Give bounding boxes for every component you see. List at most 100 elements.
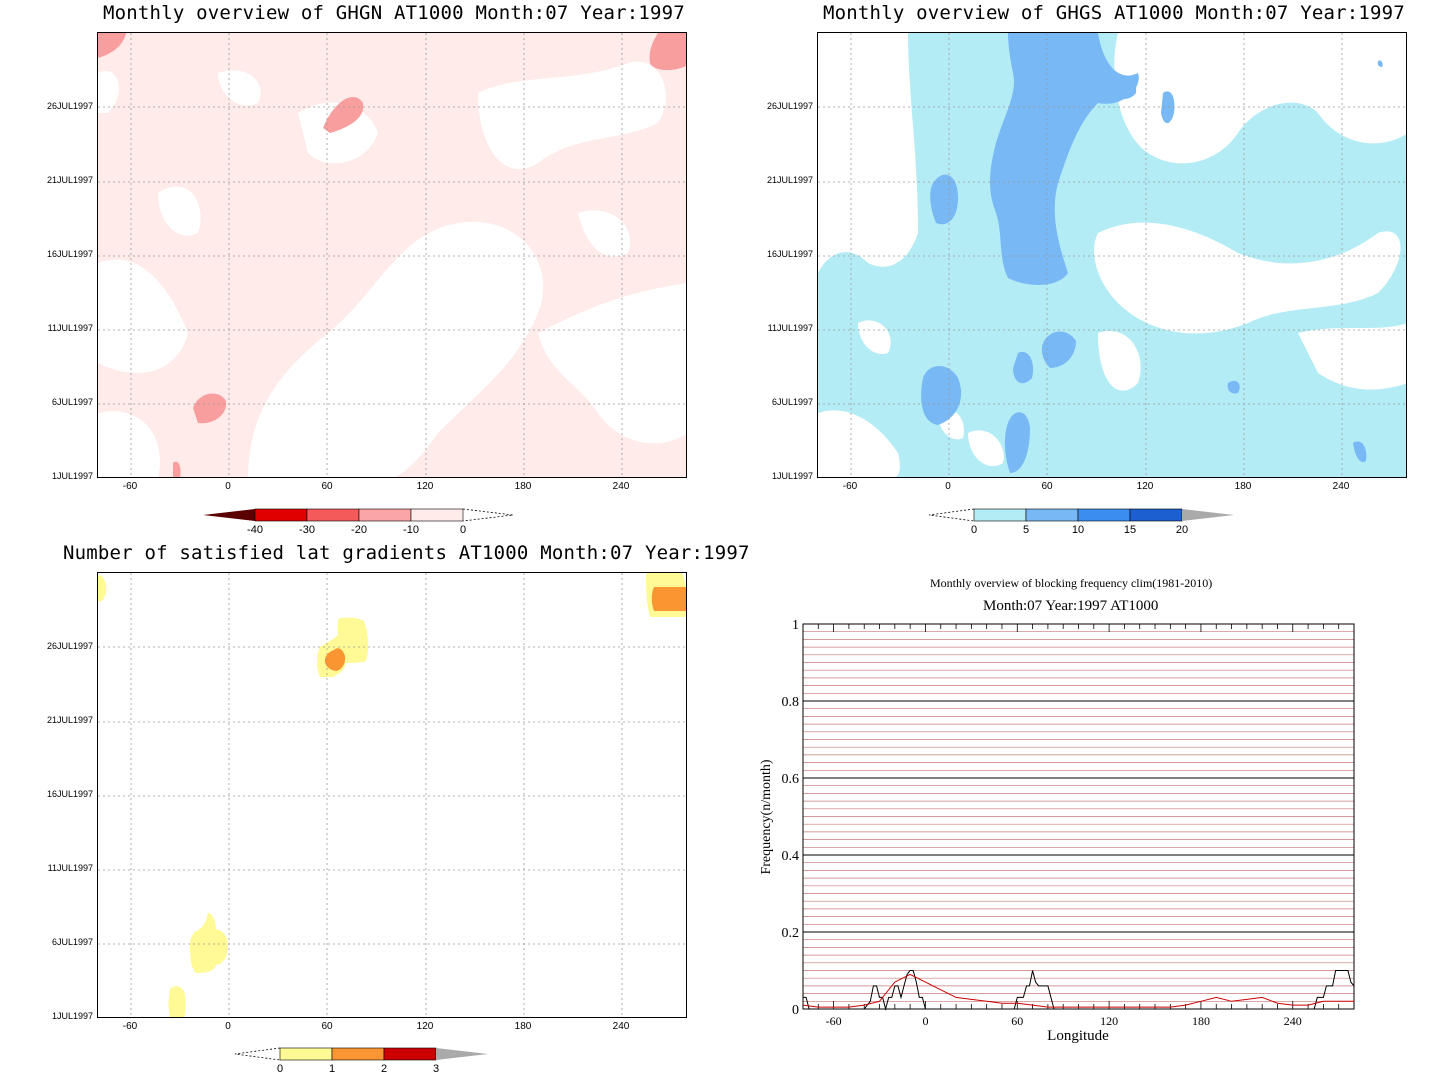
gradients-colorbar: 0 1 2 3: [230, 1045, 500, 1077]
gradients-ytick: 1JUL1997: [51, 1011, 93, 1021]
ghgs-ytick: 16JUL1997: [766, 249, 813, 259]
frequency-xtick: 240: [1284, 1014, 1302, 1028]
gradients-colorbar-label: 3: [433, 1063, 439, 1075]
frequency-xtick: 0: [922, 1014, 928, 1028]
ghgs-xtick: 120: [1136, 481, 1154, 492]
gradients-plot: [97, 572, 687, 1018]
gradients-colorbar-label: 2: [381, 1063, 387, 1075]
frequency-xtick: 180: [1192, 1014, 1210, 1028]
ghgs-ytick: 21JUL1997: [766, 175, 813, 185]
ghgn-plot: [97, 32, 687, 478]
gradients-title: Number of satisfied lat gradients AT1000…: [63, 542, 750, 564]
ghgn-ytick: 6JUL1997: [51, 397, 93, 407]
ghgn-colorbar-label: -20: [351, 524, 367, 536]
gradients-field: [98, 573, 686, 1017]
ghgn-colorbar-swatch: [254, 508, 308, 522]
ghgs-colorbar-label: 5: [1023, 524, 1029, 536]
ghgs-xtick: 0: [945, 481, 951, 492]
frequency-title: Monthly overview of blocking frequency c…: [930, 576, 1213, 590]
frequency-ytick: 1: [792, 618, 799, 633]
ghgn-colorbar-arrow-right: [462, 508, 514, 522]
gradients-xtick: -60: [122, 1021, 138, 1032]
ghgn-field: [98, 33, 686, 477]
gradients-colorbar-label: 1: [329, 1063, 335, 1075]
ghgn-ytick: 26JUL1997: [46, 101, 93, 111]
gradients-ytick: 21JUL1997: [46, 715, 93, 725]
frequency-xtick: -60: [826, 1014, 842, 1028]
frequency-series-red: [802, 973, 1354, 1008]
frequency-ytick: 0.4: [782, 849, 800, 864]
ghgs-colorbar-swatch: [973, 508, 1027, 522]
ghgn-colorbar-swatch: [358, 508, 412, 522]
gradients-colorbar-arrow-right: [436, 1048, 488, 1060]
ghgn-colorbar-swatch: [306, 508, 360, 522]
gradients-ytick: 26JUL1997: [46, 641, 93, 651]
frequency-ytick: 0: [792, 1003, 799, 1018]
ghgn-ytick: 11JUL1997: [47, 323, 93, 333]
ghgn-xtick: 120: [416, 481, 434, 492]
ghgn-xtick: 60: [321, 481, 333, 492]
gradients-xtick: 60: [321, 1021, 333, 1032]
ghgn-colorbar-label: -30: [299, 524, 315, 536]
frequency-ytick: 0.2: [782, 926, 800, 941]
ghgs-colorbar-swatch: [1025, 508, 1079, 522]
gradients-xtick: 120: [416, 1021, 434, 1032]
ghgn-ytick: 21JUL1997: [46, 175, 93, 185]
gradients-xtick: 180: [514, 1021, 532, 1032]
ghgn-colorbar-label: -10: [403, 524, 419, 536]
ghgn-colorbar-label: -40: [247, 524, 263, 536]
frequency-grid: [803, 631, 1354, 1002]
gradients-colorbar-arrow-left: [234, 1047, 281, 1061]
ghgs-field: [818, 33, 1406, 477]
ghgs-colorbar: 0 5 10 15 20: [924, 506, 1244, 538]
frequency-xtick: 60: [1011, 1014, 1023, 1028]
frequency-ylabel: Frequency(n/month): [759, 759, 774, 874]
frequency-ytick: 0.6: [782, 772, 800, 787]
ghgn-colorbar-arrow-left: [203, 509, 255, 521]
frequency-xlabel: Longitude: [1047, 1028, 1109, 1044]
ghgs-xtick: 240: [1332, 481, 1350, 492]
gradients-colorbar-swatch: [279, 1047, 333, 1061]
frequency-xtick: 120: [1100, 1014, 1118, 1028]
ghgs-colorbar-swatch: [1077, 508, 1131, 522]
ghgs-grid: [818, 33, 1406, 477]
ghgn-colorbar: -40 -30 -20 -10 0: [200, 506, 520, 538]
gradients-colorbar-swatch: [331, 1047, 385, 1061]
ghgs-colorbar-arrow-right: [1182, 509, 1234, 521]
ghgs-colorbar-label: 20: [1176, 524, 1188, 536]
ghgs-colorbar-label: 15: [1124, 524, 1136, 536]
ghgs-colorbar-label: 0: [971, 524, 977, 536]
gradients-colorbar-label: 0: [277, 1063, 283, 1075]
ghgs-ytick: 6JUL1997: [771, 397, 813, 407]
frequency-chart: 00.20.40.60.81-60 0 60 120 180 240 Longitude …: [759, 618, 1355, 1044]
frequency-ticks: [802, 624, 1355, 1009]
ghgs-ytick: 11JUL1997: [767, 323, 813, 333]
ghgn-ytick: 1JUL1997: [51, 471, 93, 481]
ghgs-colorbar-arrow-left: [928, 508, 975, 522]
ghgs-xtick: 180: [1234, 481, 1252, 492]
gradients-ytick: 6JUL1997: [51, 937, 93, 947]
gradients-xtick: 0: [225, 1021, 231, 1032]
ghgn-xtick: 180: [514, 481, 532, 492]
ghgn-grid: [98, 33, 686, 477]
ghgn-title: Monthly overview of GHGN AT1000 Month:07…: [103, 2, 685, 24]
gradients-colorbar-swatch: [383, 1047, 437, 1061]
ghgs-plot: [817, 32, 1407, 478]
ghgs-colorbar-swatch: [1129, 508, 1183, 522]
gradients-xtick: 240: [612, 1021, 630, 1032]
gradients-grid: [98, 573, 686, 1017]
frequency-subtitle: Month:07 Year:1997 AT1000: [983, 598, 1159, 614]
ghgs-xtick: -60: [842, 481, 858, 492]
ghgs-ytick: 1JUL1997: [771, 471, 813, 481]
ghgs-ytick: 26JUL1997: [766, 101, 813, 111]
ghgn-xtick: 0: [225, 481, 231, 492]
ghgn-colorbar-label: 0: [460, 524, 466, 536]
ghgs-colorbar-label: 10: [1072, 524, 1084, 536]
ghgn-xtick: -60: [122, 481, 138, 492]
ghgn-xtick: 240: [612, 481, 630, 492]
frequency-ytick: 0.8: [782, 695, 800, 710]
ghgn-ytick: 16JUL1997: [46, 249, 93, 259]
gradients-ytick: 11JUL1997: [47, 863, 93, 873]
ghgs-xtick: 60: [1041, 481, 1053, 492]
ghgn-colorbar-swatch: [410, 508, 464, 522]
